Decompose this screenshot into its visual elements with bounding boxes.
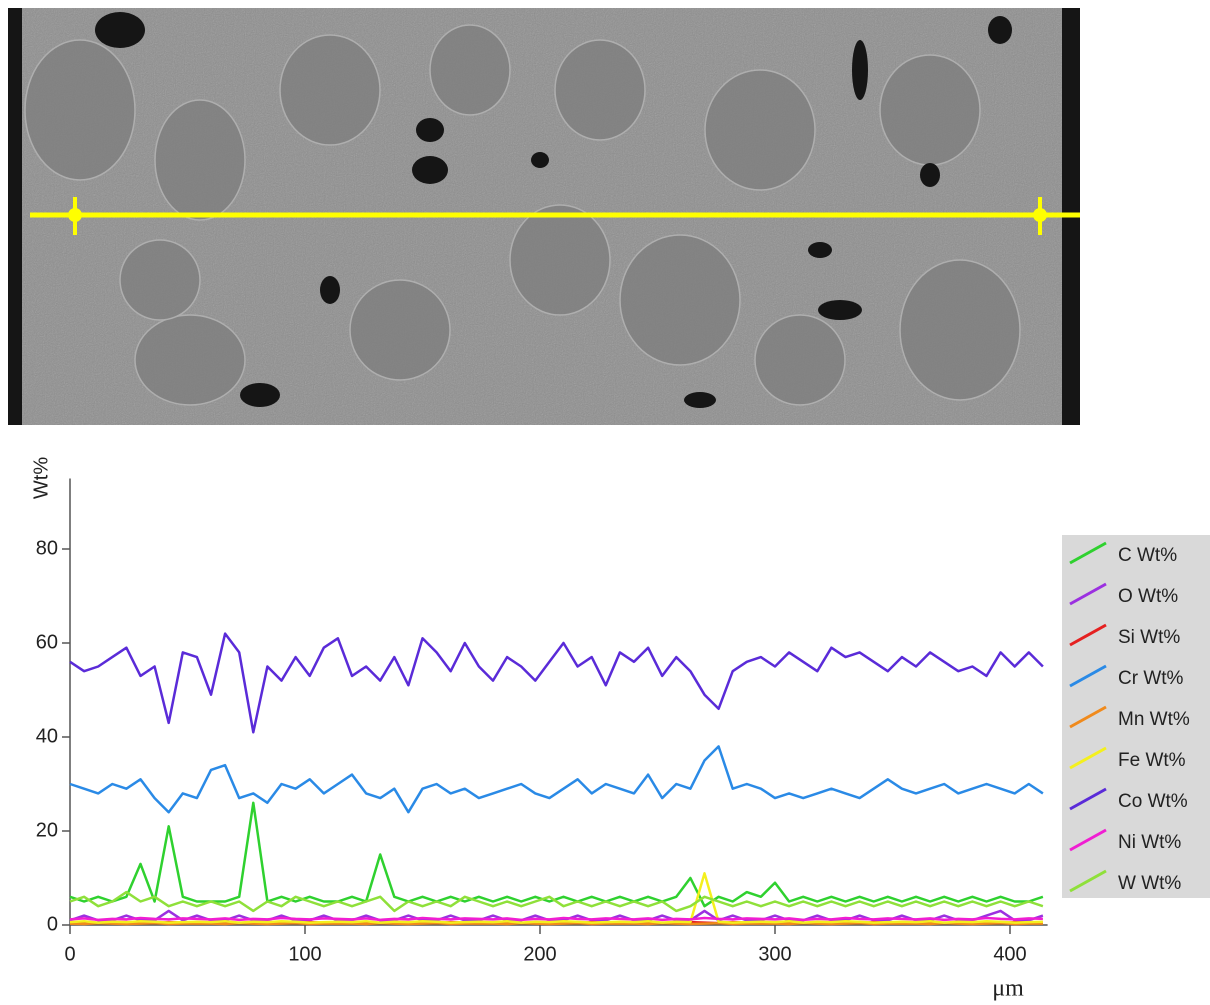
y-tick-label: 60 (36, 631, 58, 653)
page: Wt% μm 0 20 40 60 80 0 100 200 300 400 C Wt% O Wt% S… (0, 0, 1210, 1005)
legend-label: Cr Wt% (1118, 668, 1184, 689)
x-tick-label: 400 (993, 943, 1026, 965)
y-tick-label: 20 (36, 819, 58, 841)
x-tick-label: 200 (523, 943, 556, 965)
legend-label: Si Wt% (1118, 627, 1180, 648)
legend-label: Fe Wt% (1118, 750, 1186, 771)
chart: Wt% μm 0 20 40 60 80 0 100 200 300 400 C Wt% O Wt% S… (0, 0, 1210, 1005)
data-line (70, 923, 1043, 924)
x-axis-label: μm (992, 976, 1024, 1002)
y-axis-label: Wt% (30, 457, 52, 499)
data-line (70, 746, 1043, 812)
legend-label: C Wt% (1118, 545, 1177, 566)
data-line (70, 918, 1043, 920)
legend-label: Co Wt% (1118, 791, 1188, 812)
y-tick-label: 80 (36, 537, 58, 559)
y-tick-label: 40 (36, 725, 58, 747)
y-tick-label: 0 (47, 913, 58, 935)
legend-label: O Wt% (1118, 586, 1178, 607)
legend-label: W Wt% (1118, 873, 1181, 894)
x-tick-label: 300 (758, 943, 791, 965)
x-tick-label: 100 (288, 943, 321, 965)
legend-label: Ni Wt% (1118, 832, 1181, 853)
x-tick-label: 0 (64, 943, 75, 965)
data-line (70, 803, 1043, 906)
legend-label: Mn Wt% (1118, 709, 1190, 730)
data-line (70, 634, 1043, 733)
sem-image (8, 8, 1080, 425)
